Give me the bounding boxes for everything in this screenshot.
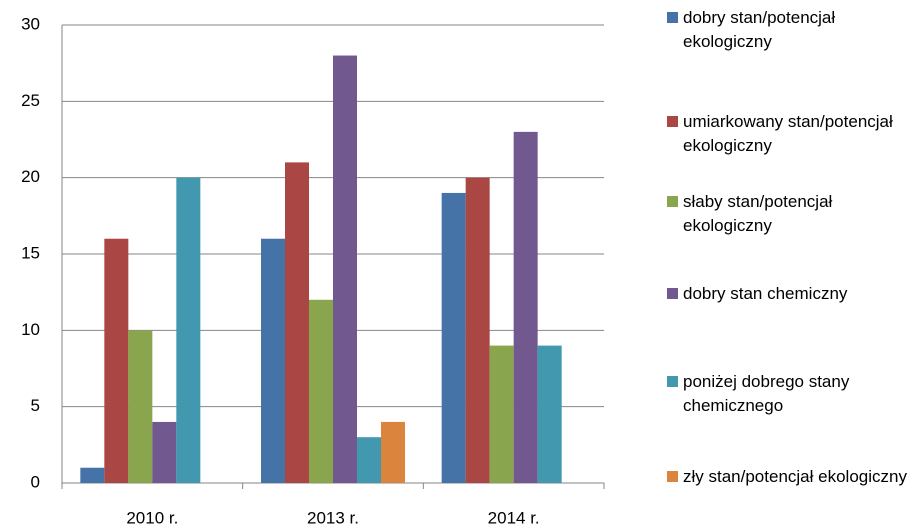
x-tick-label: 2013 r. bbox=[307, 508, 359, 527]
legend-swatch bbox=[667, 471, 678, 482]
legend-entry: słaby stan/potencjał ekologiczny bbox=[667, 190, 917, 238]
legend-label: dobry stan chemiczny bbox=[683, 284, 848, 303]
bar bbox=[465, 177, 490, 483]
legend-entry: zły stan/potencjał ekologiczny bbox=[667, 465, 917, 489]
legend-label: słaby stan/potencjał ekologiczny bbox=[683, 192, 833, 235]
bar bbox=[128, 330, 153, 483]
legend-entry: dobry stan/potencjał ekologiczny bbox=[667, 6, 917, 54]
bar bbox=[176, 177, 201, 483]
legend-entry: umiarkowany stan/potencjał ekologiczny bbox=[667, 110, 917, 158]
bar bbox=[80, 467, 105, 483]
bar bbox=[381, 421, 405, 483]
y-tick-label: 0 bbox=[31, 472, 40, 491]
y-tick-label: 25 bbox=[21, 91, 40, 110]
bar bbox=[537, 345, 562, 483]
bar bbox=[489, 345, 514, 483]
legend-label: zły stan/potencjał ekologiczny bbox=[683, 467, 907, 486]
legend-swatch bbox=[667, 376, 678, 387]
y-tick-label: 5 bbox=[31, 396, 40, 415]
bar bbox=[333, 55, 357, 484]
y-tick-label: 20 bbox=[21, 167, 40, 186]
bar bbox=[285, 162, 309, 483]
legend-label: umiarkowany stan/potencjał ekologiczny bbox=[683, 112, 893, 155]
legend-label: dobry stan/potencjał ekologiczny bbox=[683, 8, 836, 51]
x-tick-label: 2010 r. bbox=[126, 508, 178, 527]
legend-swatch bbox=[667, 12, 678, 23]
y-tick-label: 30 bbox=[21, 14, 40, 33]
bar bbox=[513, 131, 538, 483]
bar bbox=[152, 421, 177, 483]
legend-swatch bbox=[667, 196, 678, 207]
bar bbox=[261, 238, 285, 483]
bar bbox=[357, 437, 381, 483]
legend-label: poniżej dobrego stany chemicznego bbox=[683, 372, 850, 415]
bar bbox=[441, 192, 466, 483]
bar bbox=[309, 299, 333, 483]
legend-swatch bbox=[667, 288, 678, 299]
legend-entry: dobry stan chemiczny bbox=[667, 282, 917, 306]
x-tick-label: 2014 r. bbox=[488, 508, 540, 527]
legend-entry: poniżej dobrego stany chemicznego bbox=[667, 370, 917, 418]
y-tick-label: 15 bbox=[21, 243, 40, 262]
legend-swatch bbox=[667, 116, 678, 127]
bar bbox=[104, 238, 129, 483]
y-tick-label: 10 bbox=[21, 320, 40, 339]
